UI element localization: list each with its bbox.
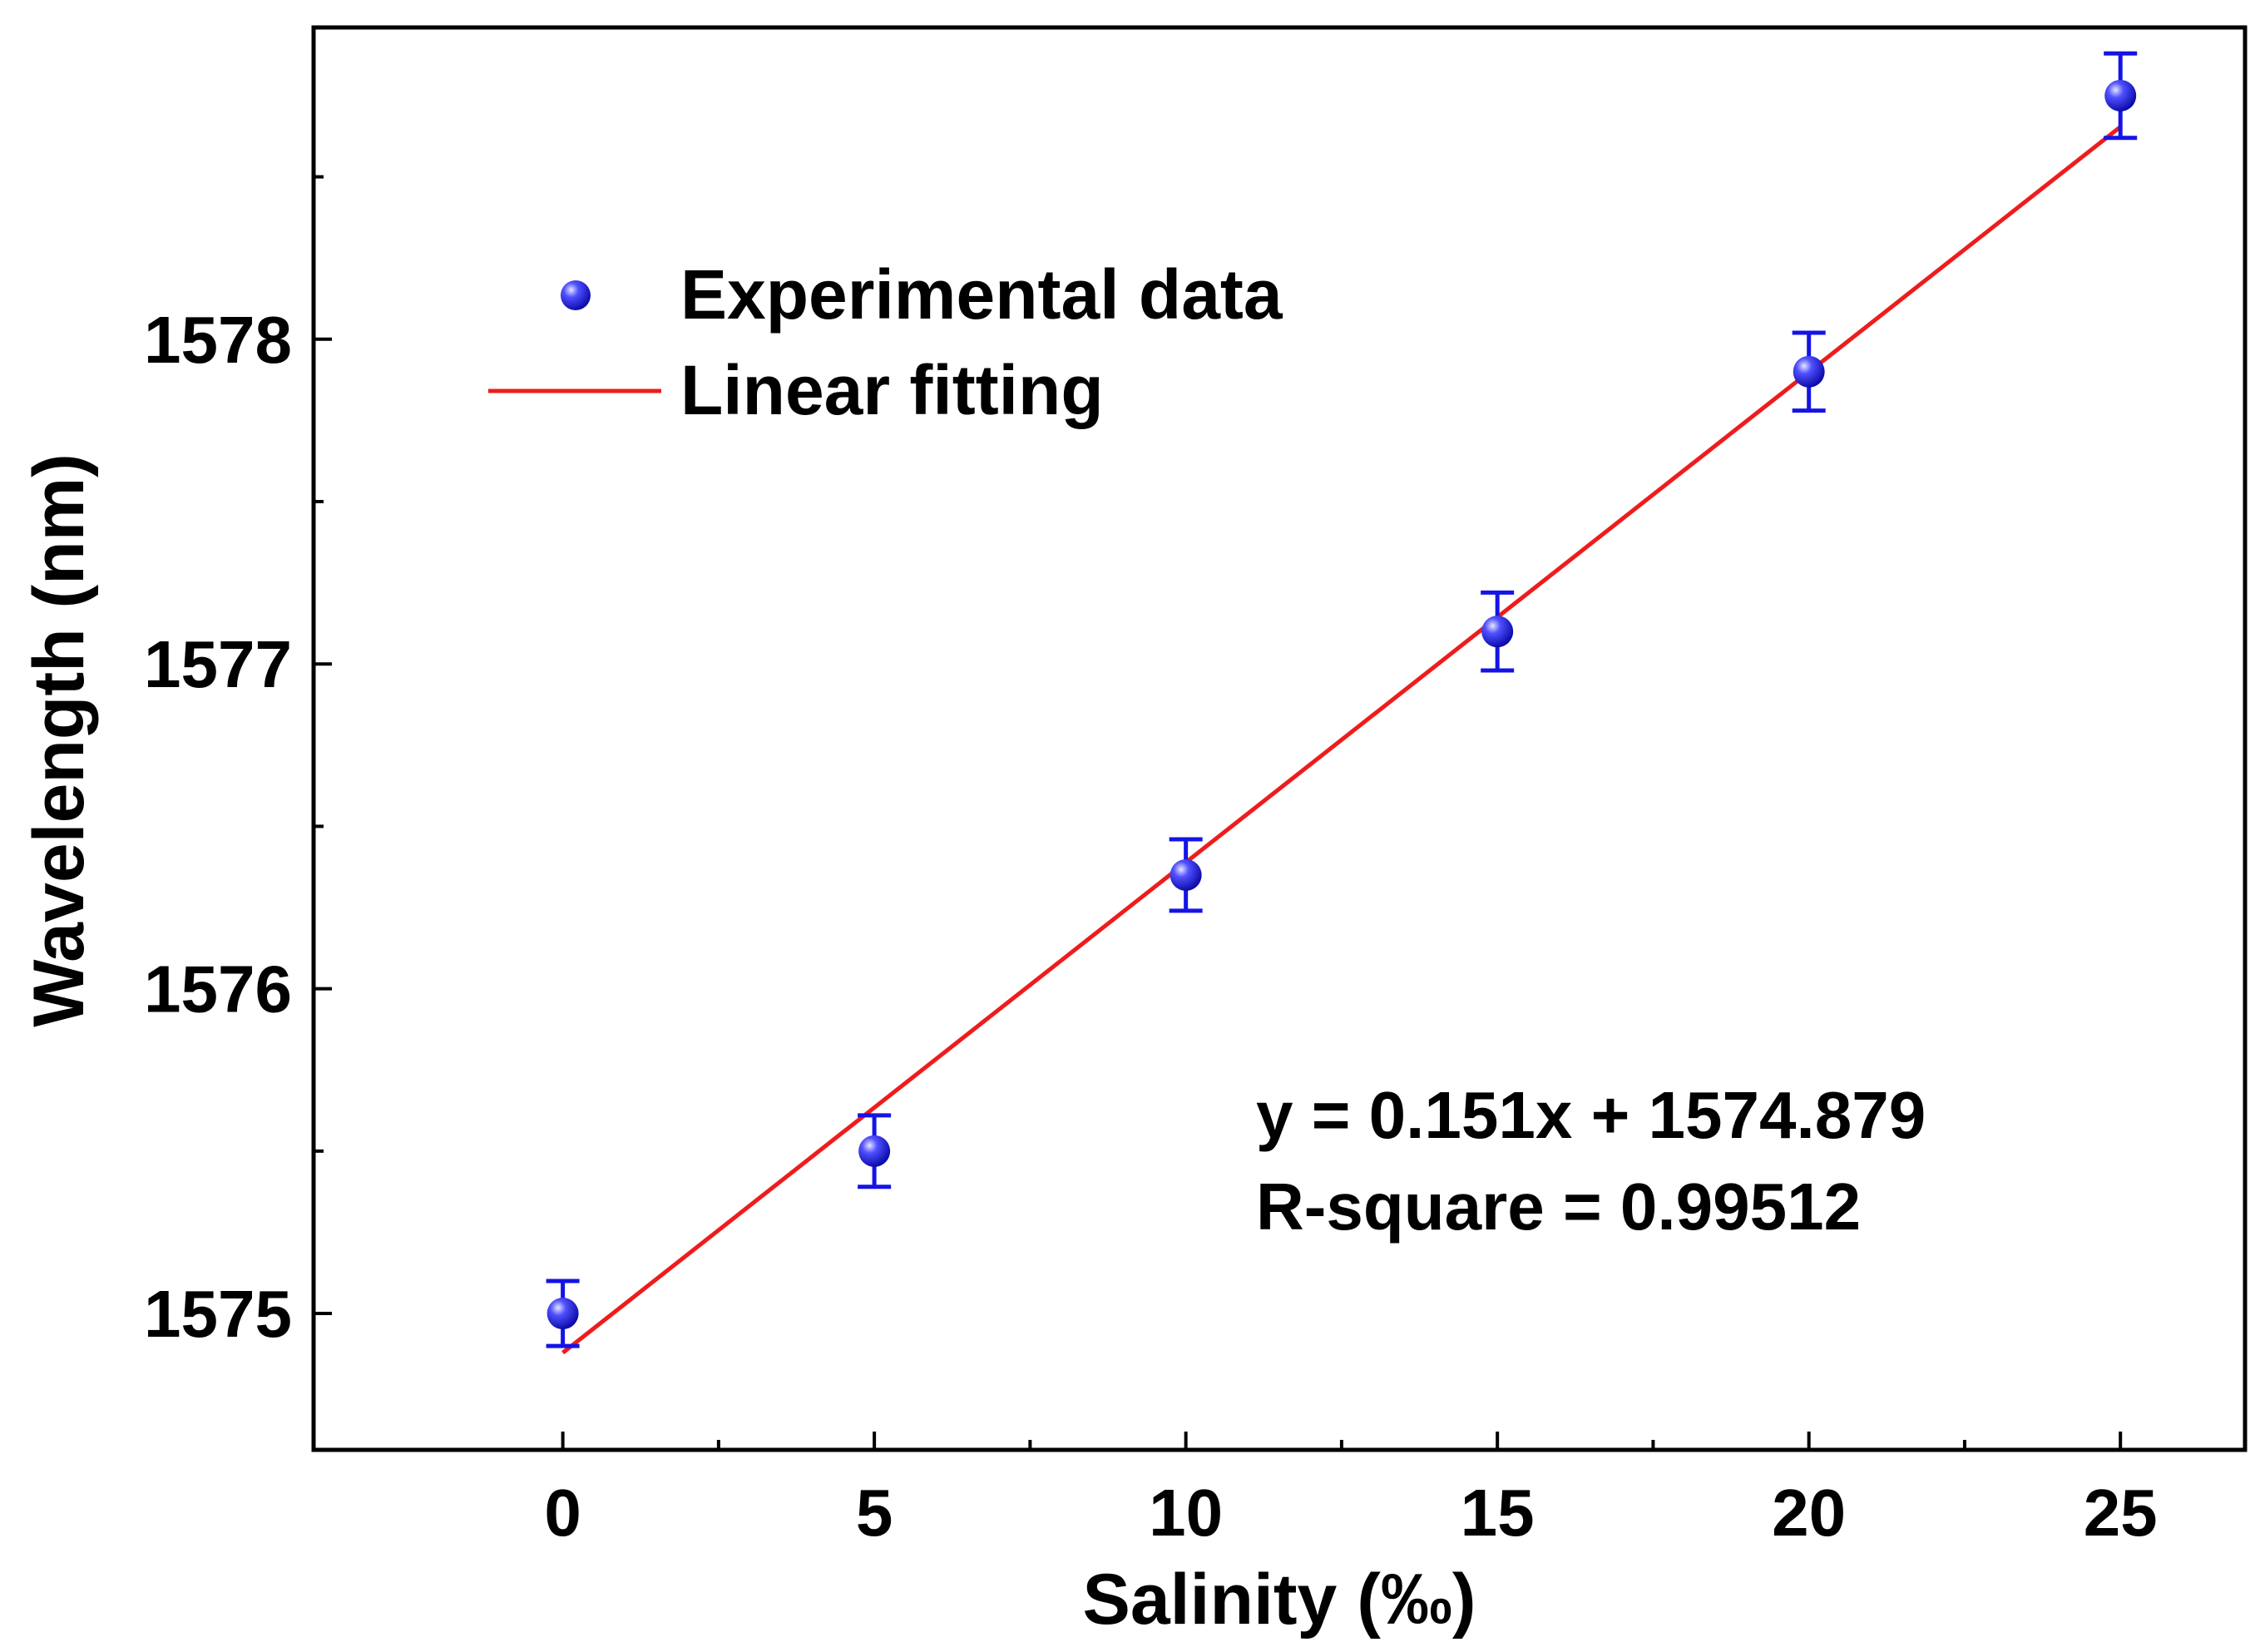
legend-label-linear: Linear fitting: [680, 351, 1104, 429]
y-axis-title: Wavelength (nm): [19, 453, 99, 1027]
x-axis-title: Salinity (‰): [1082, 1560, 1476, 1640]
legend: Experimental data Linear fitting: [488, 255, 1283, 429]
legend-label-experimental: Experimental data: [680, 255, 1283, 334]
x-tick-label: 25: [2084, 1476, 2158, 1550]
y-tick-label: 1578: [144, 303, 292, 377]
r-square-value: R-square = 0.99512: [1256, 1170, 1861, 1244]
point-layer: [546, 79, 2137, 1330]
data-point: [1170, 858, 1202, 891]
x-tick-label: 10: [1149, 1476, 1223, 1550]
x-tick-label: 0: [544, 1476, 581, 1550]
data-point: [1793, 355, 1825, 388]
y-tick-label: 1576: [144, 952, 292, 1026]
x-tick-labels: 0 5 10 15 20 25: [544, 1476, 2157, 1550]
fit-line: [561, 125, 2122, 1355]
y-tick-label: 1575: [144, 1277, 292, 1351]
x-tick-label: 15: [1461, 1476, 1535, 1550]
plot-frame: [311, 25, 2248, 1452]
fit-equation: y = 0.151x + 1574.879: [1256, 1078, 1926, 1152]
data-point: [546, 1298, 579, 1330]
y-tick-labels: 1575 1576 1577 1578: [144, 303, 292, 1351]
x-tick-label: 20: [1772, 1476, 1846, 1550]
y-tick-label: 1577: [144, 627, 292, 701]
data-point: [858, 1135, 891, 1167]
data-point: [2104, 79, 2137, 111]
data-point: [1481, 616, 1514, 648]
tick-layer: [314, 175, 2123, 1450]
x-tick-label: 5: [856, 1476, 893, 1550]
legend-marker-experimental: [561, 280, 591, 310]
fit-layer: [561, 125, 2122, 1355]
